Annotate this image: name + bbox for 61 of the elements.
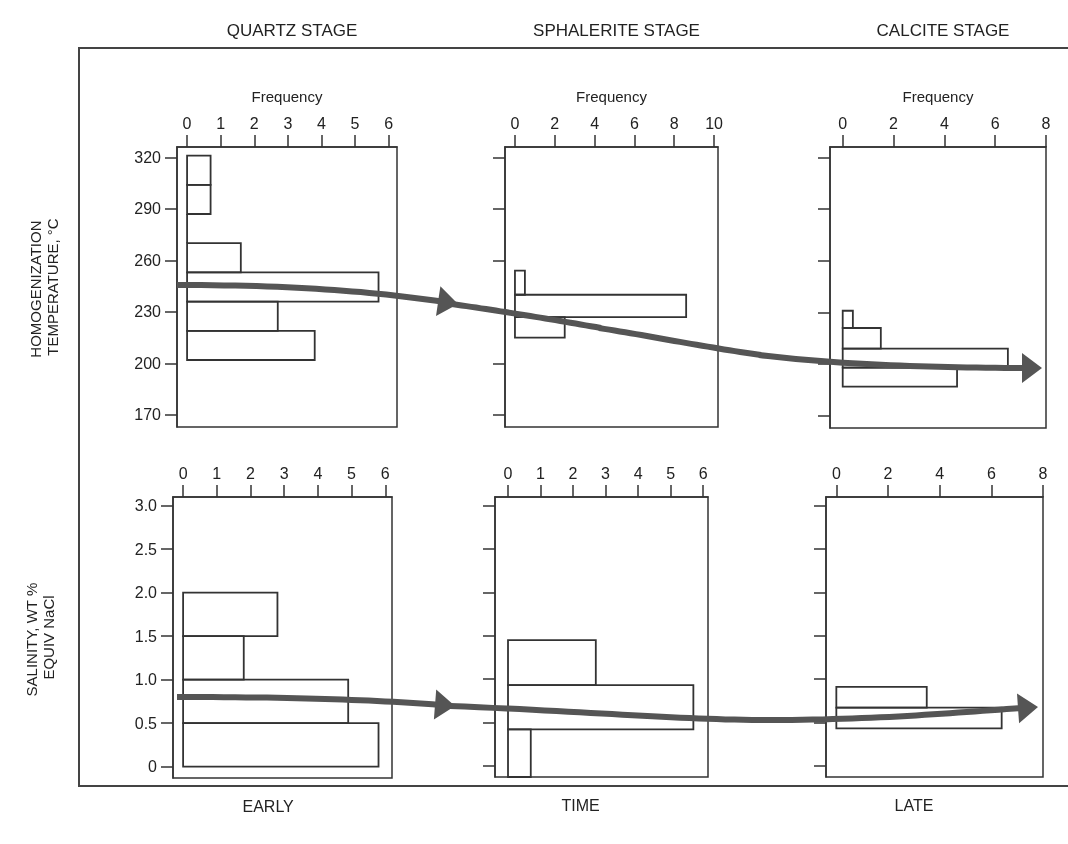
y-tick-label: 290 <box>134 200 162 218</box>
text: LATE <box>894 796 934 814</box>
x-tick-label: 8 <box>1038 464 1048 482</box>
y-tick-label: 230 <box>134 303 162 321</box>
y-tick-label: 1.0 <box>134 671 158 689</box>
x-axis-title: Frequency <box>902 88 974 105</box>
y-tick-label: 320 <box>134 148 162 166</box>
x-tick-label: 8 <box>669 114 679 132</box>
text: EARLY <box>242 797 295 815</box>
x-tick-label: 2 <box>246 464 256 482</box>
y-tick-label: 170 <box>134 406 162 424</box>
x-tick-label: 0 <box>510 114 520 132</box>
x-tick-label: 8 <box>1041 114 1051 132</box>
x-tick-label: 1 <box>212 464 222 482</box>
y-tick-label: 3.0 <box>134 497 158 515</box>
chart-title: SPHALERITE STAGE <box>533 21 700 40</box>
x-tick-label: 6 <box>380 464 390 482</box>
y-tick-label: 2.0 <box>134 584 158 602</box>
x-tick-label: 2 <box>550 114 560 132</box>
x-axis-title: Frequency <box>576 88 648 105</box>
x-tick-label: 4 <box>935 464 945 482</box>
x-tick-label: 0 <box>838 114 848 132</box>
x-tick-label: 0 <box>503 464 513 482</box>
x-tick-label: 2 <box>249 114 259 132</box>
y-tick-label: 2.5 <box>134 540 158 558</box>
x-tick-label: 0 <box>178 464 188 482</box>
x-tick-label: 6 <box>698 464 708 482</box>
x-tick-label: 4 <box>316 114 326 132</box>
x-tick-label: 1 <box>536 464 546 482</box>
x-tick-label: 3 <box>279 464 289 482</box>
x-tick-label: 5 <box>350 114 360 132</box>
y-tick-label: 0.5 <box>134 714 158 732</box>
chart-title: CALCITE STAGE <box>876 21 1010 40</box>
y-axis-title: HOMOGENIZATION TEMPERATURE, °C <box>27 216 61 358</box>
chart-title: QUARTZ STAGE <box>226 21 358 40</box>
x-tick-label: 2 <box>883 464 893 482</box>
y-tick-label: 260 <box>134 251 162 269</box>
x-tick-label: 0 <box>182 114 192 132</box>
x-tick-label: 6 <box>986 464 996 482</box>
x-tick-label: 5 <box>347 464 357 482</box>
x-tick-label: 4 <box>590 114 600 132</box>
y-tick-label: 1.5 <box>134 627 158 645</box>
y-tick-label: 200 <box>134 354 162 372</box>
y-tick-label: 0 <box>148 758 158 776</box>
x-tick-label: 4 <box>313 464 323 482</box>
x-tick-label: 4 <box>633 464 643 482</box>
y-axis-title: SALINITY, WT % EQUIV NaCl <box>23 578 57 697</box>
x-tick-label: 0 <box>831 464 841 482</box>
x-tick-label: 6 <box>629 114 639 132</box>
x-tick-label: 1 <box>216 114 226 132</box>
x-tick-label: 3 <box>601 464 611 482</box>
x-tick-label: 10 <box>705 114 724 132</box>
x-tick-label: 6 <box>990 114 1000 132</box>
x-tick-label: 6 <box>384 114 394 132</box>
x-tick-label: 4 <box>939 114 949 132</box>
x-tick-label: 2 <box>568 464 578 482</box>
x-axis-title: Frequency <box>251 88 323 105</box>
x-tick-label: 2 <box>889 114 899 132</box>
x-tick-label: 5 <box>666 464 676 482</box>
x-tick-label: 3 <box>283 114 293 132</box>
text: TIME <box>561 796 600 814</box>
